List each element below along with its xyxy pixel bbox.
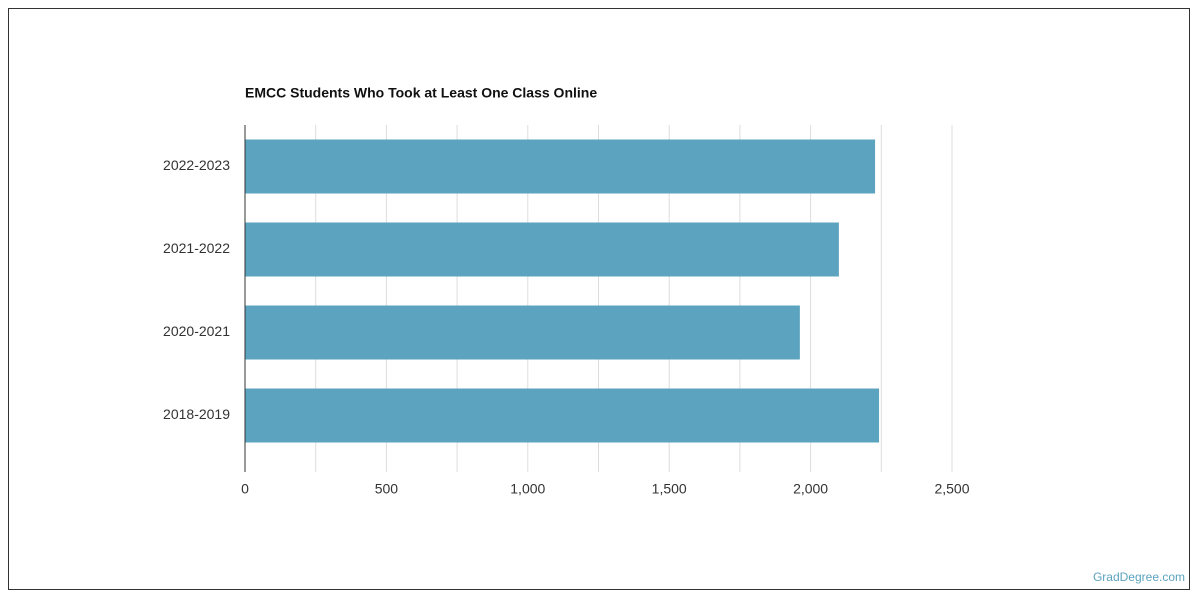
bar [245, 139, 876, 194]
chart-title: EMCC Students Who Took at Least One Clas… [245, 85, 597, 101]
x-tick-label: 500 [375, 481, 399, 497]
bar [245, 388, 880, 443]
y-tick-label: 2018-2019 [163, 406, 230, 422]
bar [245, 305, 800, 360]
x-tick-label: 2,000 [793, 481, 828, 497]
y-tick-label: 2022-2023 [163, 157, 230, 173]
x-tick-label: 0 [241, 481, 249, 497]
bar [245, 222, 839, 277]
source-link[interactable]: GradDegree.com [1093, 570, 1185, 584]
x-tick-label: 1,500 [652, 481, 687, 497]
y-tick-label: 2021-2022 [163, 240, 230, 256]
x-tick-label: 1,000 [510, 481, 545, 497]
x-tick-label: 2,500 [934, 481, 969, 497]
y-tick-label: 2020-2021 [163, 323, 230, 339]
